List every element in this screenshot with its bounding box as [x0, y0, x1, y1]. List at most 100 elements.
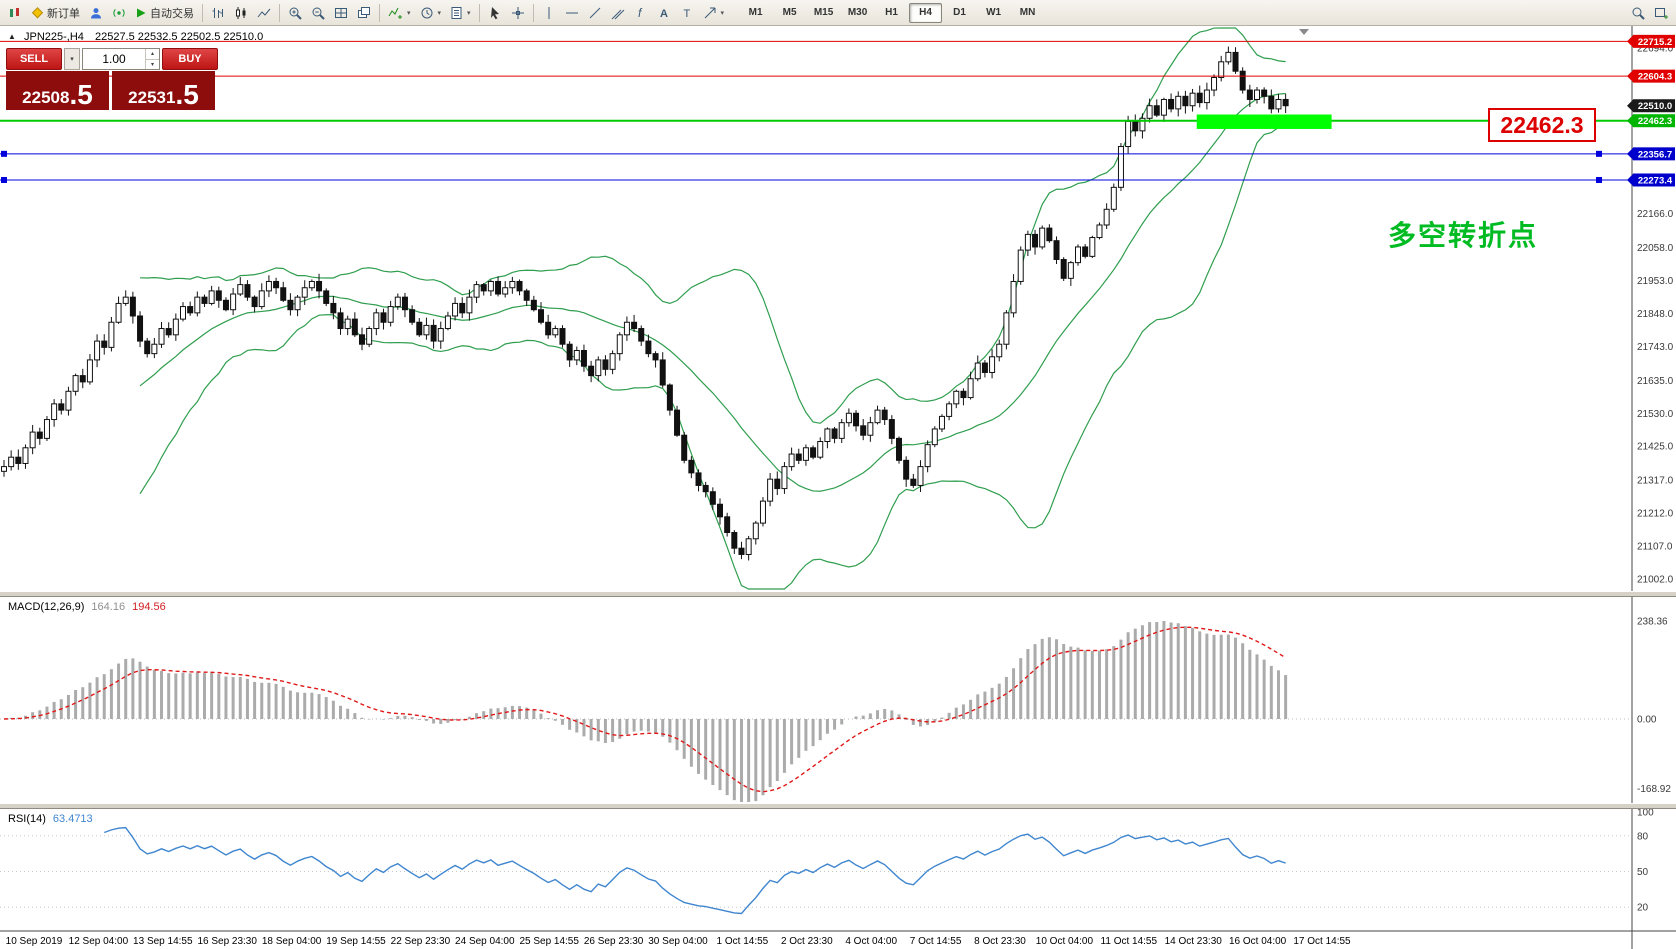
- timeframe-m15[interactable]: M15: [813, 7, 834, 18]
- svg-text:1 Oct 14:55: 1 Oct 14:55: [717, 936, 769, 947]
- price-callout-box[interactable]: 22462.3: [1488, 108, 1596, 142]
- trendline-icon: [589, 7, 600, 18]
- indicators-button[interactable]: ▾: [384, 3, 415, 23]
- svg-text:25 Sep 14:55: 25 Sep 14:55: [519, 936, 579, 947]
- fibonacci-button[interactable]: f: [630, 3, 652, 23]
- timeframe-m5[interactable]: M5: [782, 7, 797, 18]
- svg-text:80: 80: [1637, 831, 1649, 842]
- candlestick-chart-icon: [236, 6, 246, 19]
- buy-price-display[interactable]: 22531 .5: [112, 71, 215, 110]
- level-lines[interactable]: [0, 40, 1632, 183]
- text-icon: A: [660, 8, 668, 20]
- svg-text:21107.0: 21107.0: [1637, 542, 1673, 553]
- symbol-title-line: ▲ JPN225-,H4 22527.5 22532.5 22502.5 225…: [8, 31, 263, 43]
- channel-button[interactable]: [607, 3, 629, 23]
- highlight-rectangle[interactable]: [1196, 114, 1332, 129]
- horizontal-line-button[interactable]: [561, 3, 583, 23]
- macd-label: MACD(12,26,9) 164.16 194.56: [8, 601, 166, 613]
- svg-text:16 Oct 04:00: 16 Oct 04:00: [1229, 936, 1287, 947]
- tile-windows-button[interactable]: [330, 3, 352, 23]
- profile-button[interactable]: [85, 3, 107, 23]
- dropdown-arrow-icon: ▾: [407, 9, 411, 17]
- ohlc-values: 22527.5 22532.5 22502.5 22510.0: [94, 31, 264, 43]
- symbol-title: JPN225-,H4: [23, 31, 84, 43]
- candlestick-chart-button[interactable]: [230, 3, 252, 23]
- chinese-annotation[interactable]: 多空转折点: [1388, 220, 1539, 251]
- trendline-button[interactable]: [584, 3, 606, 23]
- label-button[interactable]: T: [676, 3, 698, 23]
- autotrading-icon: [137, 8, 146, 17]
- dropdown-arrow-icon: ▾: [467, 9, 471, 17]
- cursor-button[interactable]: [484, 3, 506, 23]
- svg-text:22604.3: 22604.3: [1638, 72, 1672, 83]
- svg-text:20: 20: [1637, 903, 1649, 914]
- indicators-icon: [388, 7, 402, 19]
- svg-text:22510.0: 22510.0: [1638, 101, 1672, 112]
- svg-text:238.36: 238.36: [1637, 617, 1668, 628]
- one-click-trade-panel: SELL ▾ ▴ ▾ BUY 22508 .5 22531 .5: [6, 48, 218, 110]
- svg-text:21425.0: 21425.0: [1637, 442, 1674, 453]
- sell-price-fraction: .5: [69, 78, 93, 110]
- periods-button[interactable]: ▾: [416, 3, 446, 23]
- svg-text:7 Oct 14:55: 7 Oct 14:55: [910, 936, 962, 947]
- zoom-in-button[interactable]: [284, 3, 306, 23]
- svg-text:21635.0: 21635.0: [1637, 376, 1674, 387]
- chevron-down-icon: ▾: [70, 56, 74, 63]
- signal-button[interactable]: [108, 3, 130, 23]
- chart-shift-marker[interactable]: [1299, 29, 1309, 35]
- svg-text:12 Sep 04:00: 12 Sep 04:00: [69, 936, 129, 947]
- macd-value-signal: 194.56: [132, 601, 166, 613]
- zoom-in-icon: [289, 7, 302, 20]
- crosshair-icon: [511, 6, 524, 19]
- cascade-windows-button[interactable]: [353, 3, 375, 23]
- timeframe-m1[interactable]: M1: [748, 7, 763, 18]
- sell-button[interactable]: SELL: [6, 48, 62, 70]
- panel-divider[interactable]: [0, 803, 1676, 809]
- line-chart-icon: [257, 8, 271, 17]
- svg-text:22 Sep 23:30: 22 Sep 23:30: [391, 936, 451, 947]
- sell-price-display[interactable]: 22508 .5: [6, 71, 109, 110]
- line-chart-button[interactable]: [253, 3, 275, 23]
- timeframe-d1[interactable]: D1: [953, 7, 966, 18]
- time-axis[interactable]: 10 Sep 2019 12 Sep 04:00 13 Sep 14:55 16 Se…: [6, 936, 1351, 947]
- new-order-button[interactable]: 新订单: [27, 3, 84, 23]
- search-button[interactable]: [1627, 3, 1649, 23]
- timeframe-h4[interactable]: H4: [909, 2, 943, 23]
- svg-text:21743.0: 21743.0: [1637, 342, 1674, 353]
- svg-text:T: T: [683, 8, 690, 20]
- timeframe-m30[interactable]: M30: [847, 7, 868, 18]
- new-chart-button[interactable]: [1650, 3, 1672, 23]
- price-axis[interactable]: 22694.0 22166.0 22058.0 21953.0 21848.0 21743…: [0, 26, 1676, 949]
- text-button[interactable]: A: [653, 3, 675, 23]
- svg-text:10 Oct 04:00: 10 Oct 04:00: [1036, 936, 1094, 947]
- tile-windows-icon: [335, 7, 347, 18]
- app-button[interactable]: [4, 3, 26, 23]
- timeframe-h1[interactable]: H1: [885, 7, 898, 18]
- templates-button[interactable]: ▾: [446, 3, 475, 23]
- volume-input[interactable]: [83, 49, 145, 69]
- zoom-out-button[interactable]: [307, 3, 329, 23]
- arrows-button[interactable]: ▾: [699, 3, 729, 23]
- vertical-line-button[interactable]: [538, 3, 560, 23]
- timeframe-mn[interactable]: MN: [1019, 7, 1036, 18]
- bar-chart-button[interactable]: [207, 3, 229, 23]
- app-icon: [10, 7, 19, 17]
- buy-button[interactable]: BUY: [162, 48, 218, 70]
- crosshair-button[interactable]: [507, 3, 529, 23]
- step-down-icon[interactable]: ▾: [150, 61, 154, 68]
- vertical-line-icon: [548, 6, 550, 19]
- step-up-icon[interactable]: ▴: [146, 49, 159, 60]
- svg-text:50: 50: [1637, 867, 1649, 878]
- svg-text:14 Oct 23:30: 14 Oct 23:30: [1165, 936, 1223, 947]
- signal-icon: [113, 8, 125, 17]
- svg-text:0.00: 0.00: [1637, 715, 1657, 726]
- svg-text:100: 100: [1637, 808, 1654, 819]
- macd-title: MACD(12,26,9): [8, 601, 85, 613]
- svg-text:22462.3: 22462.3: [1638, 116, 1672, 127]
- svg-text:21848.0: 21848.0: [1637, 309, 1674, 320]
- timeframe-w1[interactable]: W1: [986, 7, 1002, 18]
- autotrading-button[interactable]: 自动交易: [131, 3, 198, 23]
- volume-dropdown-button[interactable]: ▾: [64, 48, 80, 70]
- panel-divider[interactable]: [0, 591, 1676, 597]
